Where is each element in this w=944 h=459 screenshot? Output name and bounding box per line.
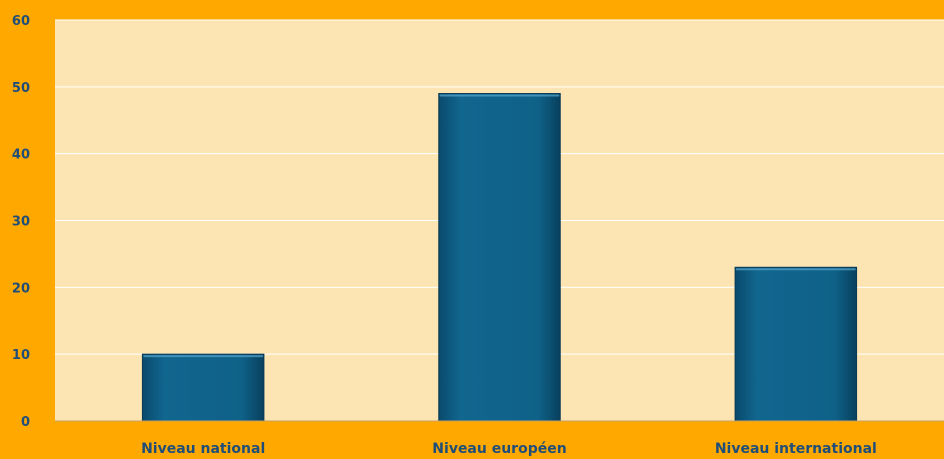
- y-tick-label: 40: [12, 148, 30, 163]
- bar: [438, 93, 561, 422]
- x-category-label: Niveau européen: [432, 441, 566, 457]
- bar: [141, 353, 265, 422]
- bar-highlight: [439, 94, 560, 97]
- y-axis-ticks: 0 10 20 30 40 50 60: [12, 14, 30, 430]
- x-axis-categories: Niveau national Niveau européen Niveau int…: [141, 441, 877, 457]
- y-tick-label: 50: [12, 81, 30, 96]
- y-tick-label: 30: [12, 215, 30, 230]
- x-category-label: Niveau international: [715, 441, 877, 457]
- x-category-label: Niveau national: [141, 441, 265, 457]
- bar-highlight: [143, 355, 263, 358]
- y-tick-label: 10: [12, 348, 30, 363]
- bars: [141, 93, 858, 422]
- y-tick-label: 20: [12, 281, 30, 296]
- bar-highlight: [736, 268, 856, 271]
- y-tick-label: 0: [21, 415, 30, 430]
- bar: [734, 266, 858, 422]
- y-tick-label: 60: [12, 14, 30, 29]
